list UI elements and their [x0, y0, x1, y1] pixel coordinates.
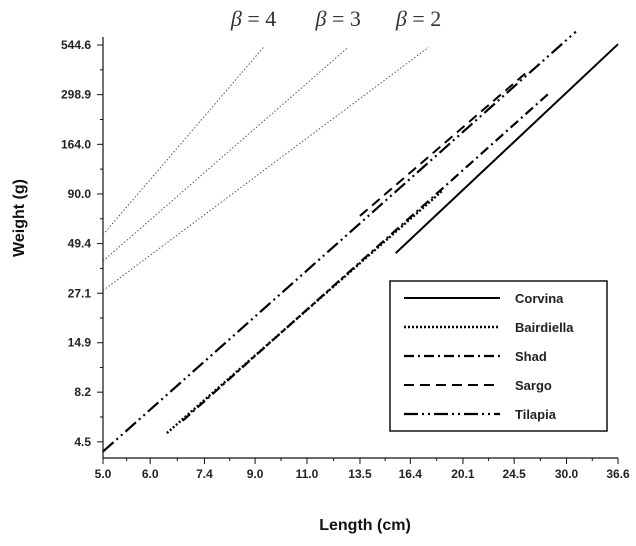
reference-line-label: β = 4 — [230, 6, 276, 31]
y-tick-label: 90.0 — [68, 187, 92, 201]
legend: Corvina Bairdiella Shad Sargo Tilapia — [389, 280, 608, 432]
y-tick-label: 49.4 — [68, 237, 92, 251]
x-tick-label: 16.4 — [399, 467, 423, 481]
y-tick-label: 544.6 — [61, 38, 91, 52]
reference-lines: β = 4 β = 3 β = 2 — [102, 6, 441, 291]
x-tick-label: 7.4 — [196, 467, 213, 481]
legend-label: Shad — [515, 349, 547, 364]
series-lines — [102, 30, 619, 453]
reference-line — [102, 46, 264, 235]
y-tick-label: 8.2 — [74, 385, 91, 399]
x-tick-label: 36.6 — [606, 467, 630, 481]
x-tick-label: 13.5 — [348, 467, 372, 481]
y-tick-label: 164.0 — [61, 137, 91, 151]
y-tick-label: 14.9 — [68, 336, 92, 350]
reference-line-label: β = 2 — [395, 6, 441, 31]
x-tick-label: 6.0 — [142, 467, 159, 481]
x-tick-label: 9.0 — [247, 467, 264, 481]
series-line-corvina — [395, 43, 619, 254]
x-tick-label: 20.1 — [451, 467, 475, 481]
x-tick-label: 24.5 — [502, 467, 526, 481]
axes: 5.0 6.0 7.4 9.0 11.0 13.5 16.4 20.1 24.5 30.0 36.6… — [61, 37, 630, 481]
series-line-sargo — [359, 70, 529, 217]
x-tick-label: 30.0 — [555, 467, 579, 481]
y-axis-title: Weight (g) — [11, 179, 28, 257]
y-tick-label: 298.9 — [61, 88, 91, 102]
x-axis-title: Length (cm) — [319, 517, 411, 534]
x-tick-label: 5.0 — [95, 467, 112, 481]
legend-label: Bairdiella — [515, 320, 574, 335]
reference-line — [102, 46, 429, 291]
legend-label: Tilapia — [515, 407, 557, 422]
y-tick-label: 27.1 — [68, 286, 92, 300]
legend-label: Sargo — [515, 378, 552, 393]
series-line-shad — [181, 93, 549, 422]
reference-line-label: β = 3 — [315, 6, 361, 31]
legend-label: Corvina — [515, 291, 564, 306]
reference-line — [102, 46, 349, 262]
x-tick-label: 11.0 — [296, 467, 319, 481]
y-tick-label: 4.5 — [74, 435, 91, 449]
